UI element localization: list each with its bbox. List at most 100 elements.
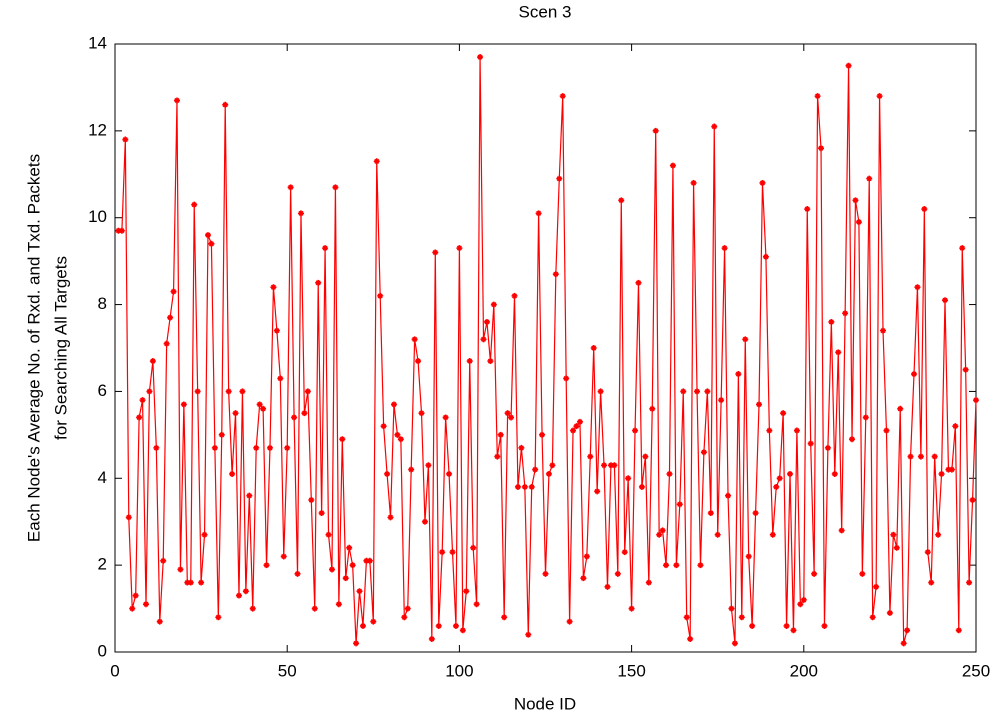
marker — [122, 136, 129, 143]
marker — [628, 605, 635, 612]
marker — [415, 358, 422, 365]
marker — [542, 570, 549, 577]
marker — [232, 410, 239, 417]
marker — [328, 566, 335, 573]
marker — [962, 366, 969, 373]
marker — [463, 588, 470, 595]
marker — [735, 371, 742, 378]
marker — [552, 271, 559, 278]
marker — [831, 470, 838, 477]
marker — [115, 227, 122, 234]
marker — [607, 462, 614, 469]
marker — [239, 388, 246, 395]
marker — [163, 340, 170, 347]
marker — [942, 297, 949, 304]
marker — [573, 423, 580, 430]
marker — [880, 327, 887, 334]
marker — [597, 388, 604, 395]
marker — [363, 557, 370, 564]
marker — [811, 570, 818, 577]
marker — [807, 440, 814, 447]
marker — [576, 418, 583, 425]
marker — [401, 614, 408, 621]
marker — [869, 614, 876, 621]
marker — [893, 544, 900, 551]
marker — [804, 206, 811, 213]
marker — [287, 184, 294, 191]
marker — [442, 414, 449, 421]
marker — [308, 497, 315, 503]
marker — [604, 583, 611, 590]
marker — [704, 388, 711, 395]
marker — [160, 557, 167, 564]
marker — [642, 453, 649, 460]
marker — [828, 318, 835, 325]
chart-title: Scen 3 — [519, 2, 572, 21]
series-line — [118, 57, 977, 644]
marker — [762, 253, 769, 260]
marker — [590, 345, 597, 351]
marker — [514, 483, 521, 490]
marker — [294, 570, 301, 577]
marker — [625, 475, 632, 482]
marker — [580, 575, 587, 582]
marker — [273, 327, 280, 334]
marker — [304, 388, 311, 395]
marker — [656, 531, 663, 538]
marker — [125, 514, 132, 521]
y-tick-label: 12 — [88, 120, 107, 139]
marker — [497, 431, 504, 438]
marker — [663, 562, 670, 569]
marker — [532, 466, 539, 473]
marker — [418, 410, 425, 417]
marker — [397, 436, 404, 443]
marker — [618, 197, 625, 204]
marker — [215, 614, 222, 621]
marker — [346, 544, 353, 551]
marker — [793, 427, 800, 434]
marker — [173, 97, 180, 104]
marker — [211, 444, 218, 451]
marker — [539, 431, 546, 438]
marker — [487, 358, 494, 365]
marker — [280, 553, 287, 560]
marker — [545, 470, 552, 477]
marker — [570, 427, 577, 434]
marker — [132, 592, 139, 599]
marker — [266, 444, 273, 451]
marker — [408, 466, 415, 473]
y-tick-label: 2 — [98, 555, 107, 574]
marker — [756, 401, 763, 408]
marker — [335, 601, 342, 608]
marker — [187, 579, 194, 586]
marker — [473, 601, 480, 608]
marker — [508, 414, 515, 421]
marker — [766, 427, 773, 434]
marker — [773, 483, 780, 490]
marker — [256, 401, 263, 408]
marker — [566, 618, 573, 625]
marker — [525, 631, 532, 638]
marker — [139, 397, 146, 404]
x-tick-label: 100 — [445, 661, 473, 680]
x-tick-label: 150 — [617, 661, 645, 680]
marker — [118, 227, 125, 234]
marker — [690, 179, 697, 186]
marker — [790, 627, 797, 634]
marker — [260, 405, 267, 412]
y-tick-label: 0 — [98, 641, 107, 660]
marker — [676, 501, 683, 508]
marker — [769, 531, 776, 538]
marker — [645, 579, 652, 586]
marker — [687, 635, 694, 642]
marker — [332, 184, 339, 191]
marker — [528, 483, 535, 490]
marker — [229, 470, 236, 477]
x-axis-label: Node ID — [514, 694, 576, 713]
marker — [449, 549, 456, 556]
marker — [349, 562, 356, 569]
marker — [146, 388, 153, 395]
marker — [377, 292, 384, 299]
marker — [191, 201, 198, 208]
